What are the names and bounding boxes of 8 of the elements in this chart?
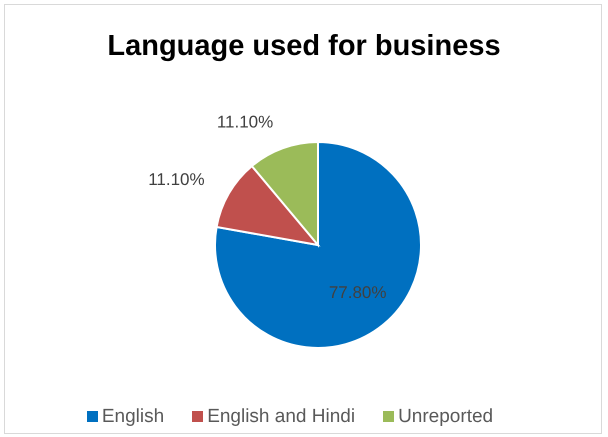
chart-title: Language used for business xyxy=(106,30,502,63)
pie-slice xyxy=(214,141,422,349)
legend-label: Unreported xyxy=(398,406,494,427)
legend-label: English xyxy=(102,406,164,427)
data-label: 77.80% xyxy=(328,282,387,302)
data-label: 11.10% xyxy=(148,170,205,189)
legend-label: English and Hindi xyxy=(207,406,356,427)
data-label: 11.10% xyxy=(216,112,274,132)
